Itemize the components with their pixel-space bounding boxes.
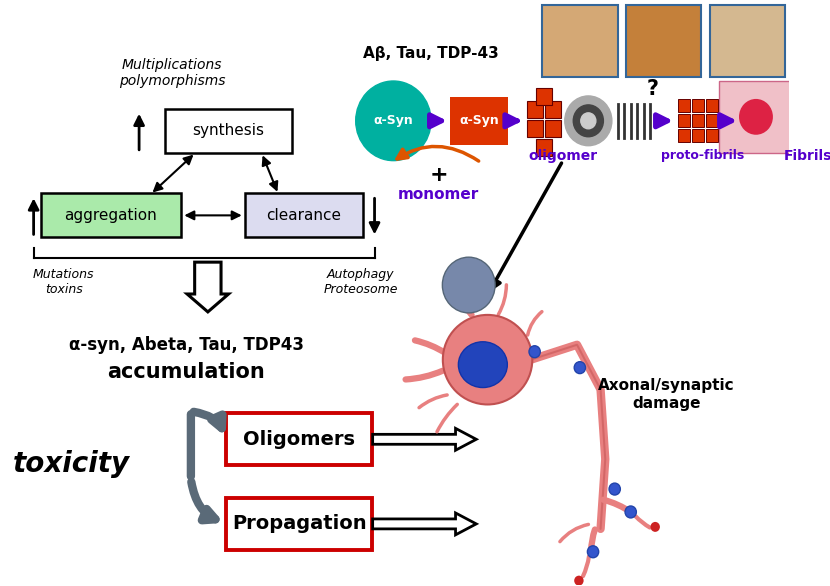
- Text: monomer: monomer: [398, 187, 479, 202]
- FancyBboxPatch shape: [542, 5, 618, 77]
- Text: accumulation: accumulation: [107, 362, 265, 381]
- FancyBboxPatch shape: [626, 5, 701, 77]
- Text: α-syn, Abeta, Tau, TDP43: α-syn, Abeta, Tau, TDP43: [69, 336, 304, 354]
- FancyBboxPatch shape: [678, 114, 690, 127]
- FancyBboxPatch shape: [42, 193, 181, 237]
- FancyBboxPatch shape: [450, 97, 508, 145]
- FancyBboxPatch shape: [227, 498, 372, 550]
- Ellipse shape: [443, 315, 532, 404]
- Circle shape: [574, 362, 585, 374]
- Circle shape: [651, 522, 660, 532]
- FancyBboxPatch shape: [706, 129, 718, 142]
- Circle shape: [625, 506, 637, 518]
- Text: α-Syn: α-Syn: [459, 114, 499, 127]
- FancyBboxPatch shape: [245, 193, 363, 237]
- FancyBboxPatch shape: [692, 129, 704, 142]
- Text: Mutations
toxins: Mutations toxins: [33, 268, 95, 296]
- FancyBboxPatch shape: [692, 114, 704, 127]
- FancyBboxPatch shape: [535, 139, 552, 156]
- Circle shape: [356, 81, 431, 161]
- Text: toxicity: toxicity: [12, 450, 129, 478]
- Text: α-Syn: α-Syn: [374, 114, 413, 127]
- Text: oligomer: oligomer: [529, 149, 598, 163]
- FancyBboxPatch shape: [527, 101, 543, 118]
- FancyBboxPatch shape: [720, 81, 799, 153]
- FancyBboxPatch shape: [710, 5, 785, 77]
- Text: ?: ?: [647, 79, 658, 99]
- FancyBboxPatch shape: [227, 414, 372, 465]
- FancyBboxPatch shape: [692, 99, 704, 112]
- FancyArrow shape: [187, 262, 228, 312]
- FancyBboxPatch shape: [527, 120, 543, 137]
- Text: aggregation: aggregation: [65, 208, 157, 223]
- Text: Fibrils: Fibrils: [784, 149, 830, 163]
- Text: proto-fibrils: proto-fibrils: [661, 149, 744, 162]
- FancyBboxPatch shape: [535, 88, 552, 105]
- FancyBboxPatch shape: [706, 114, 718, 127]
- Text: Oligomers: Oligomers: [243, 430, 355, 449]
- FancyBboxPatch shape: [545, 101, 561, 118]
- Circle shape: [564, 96, 612, 146]
- Text: Axonal/synaptic
damage: Axonal/synaptic damage: [598, 379, 735, 411]
- Text: +: +: [429, 165, 448, 185]
- Ellipse shape: [458, 342, 507, 387]
- FancyBboxPatch shape: [545, 120, 561, 137]
- Circle shape: [739, 99, 773, 135]
- FancyBboxPatch shape: [706, 99, 718, 112]
- Circle shape: [442, 257, 495, 313]
- FancyArrow shape: [373, 428, 476, 450]
- Text: Propagation: Propagation: [232, 515, 367, 533]
- Circle shape: [588, 546, 598, 558]
- Text: synthesis: synthesis: [193, 123, 265, 138]
- Circle shape: [529, 346, 540, 357]
- FancyBboxPatch shape: [165, 109, 292, 153]
- Text: Multiplications
polymorphisms: Multiplications polymorphisms: [119, 58, 225, 88]
- Text: Aβ, Tau, TDP-43: Aβ, Tau, TDP-43: [364, 46, 499, 60]
- FancyBboxPatch shape: [804, 81, 830, 153]
- FancyBboxPatch shape: [678, 99, 690, 112]
- Circle shape: [609, 483, 620, 495]
- FancyArrow shape: [373, 513, 476, 535]
- Circle shape: [574, 575, 583, 585]
- Text: Autophagy
Proteosome: Autophagy Proteosome: [323, 268, 398, 296]
- Text: clearance: clearance: [266, 208, 341, 223]
- Circle shape: [581, 113, 596, 129]
- Circle shape: [574, 105, 603, 137]
- FancyBboxPatch shape: [678, 129, 690, 142]
